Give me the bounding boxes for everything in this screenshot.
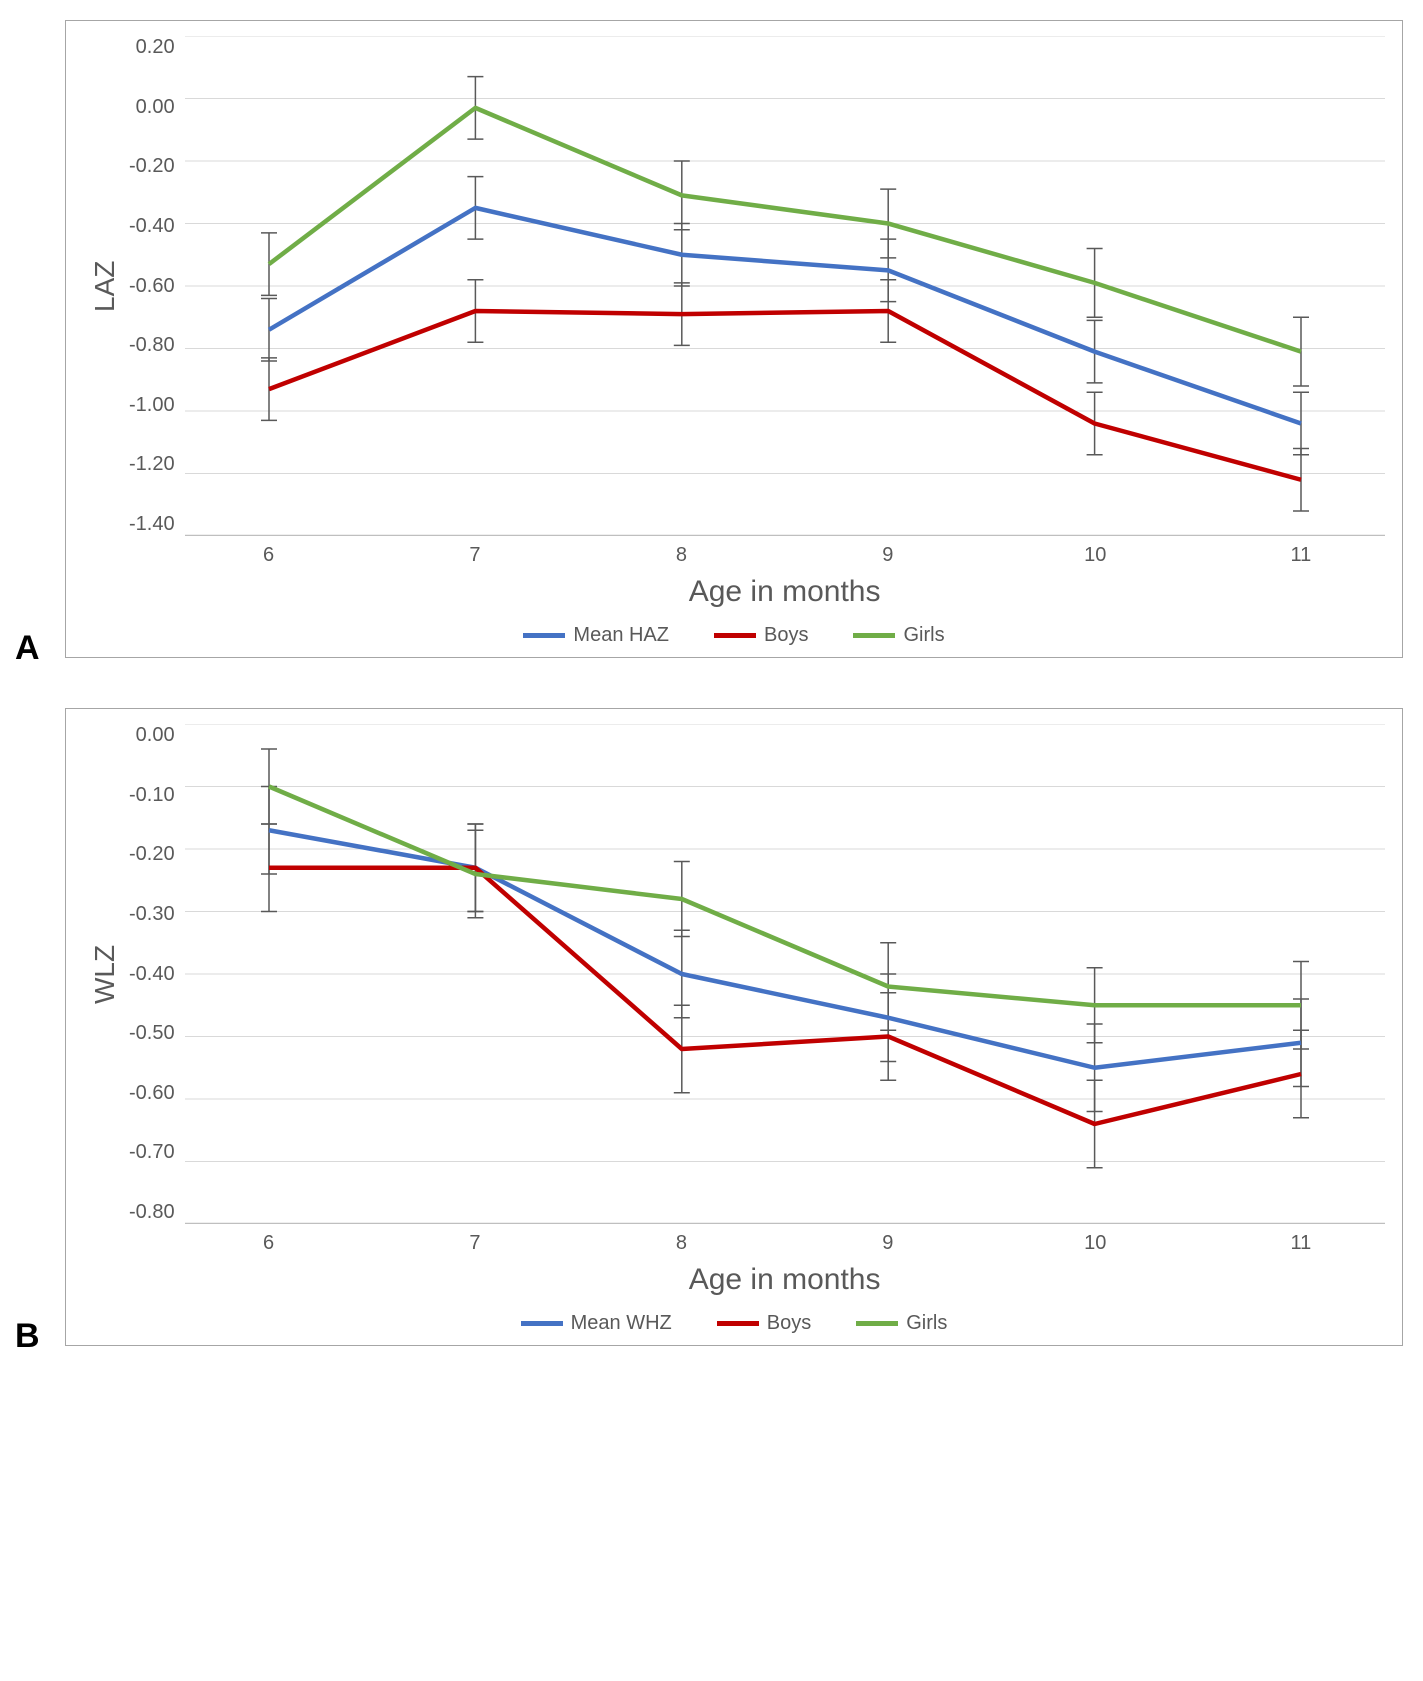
legend-swatch — [714, 633, 756, 638]
legend: Mean HAZ Boys Girls — [81, 624, 1387, 647]
x-tick-label: 6 — [259, 544, 279, 567]
y-tick-label: -0.40 — [129, 963, 175, 986]
x-tick-label: 8 — [671, 1232, 691, 1255]
y-tick-label: -0.20 — [129, 155, 175, 178]
legend-swatch — [717, 1321, 759, 1326]
legend-item: Girls — [853, 624, 944, 647]
legend-swatch — [856, 1321, 898, 1326]
legend-item: Girls — [856, 1312, 947, 1335]
x-axis-label: Age in months — [185, 1263, 1385, 1297]
legend-item: Boys — [717, 1312, 811, 1335]
x-tick-label: 7 — [465, 1232, 485, 1255]
y-tick-label: -0.80 — [129, 1201, 175, 1224]
legend-label: Girls — [903, 624, 944, 647]
y-tick-label: -0.50 — [129, 1022, 175, 1045]
x-axis-ticks: 6 7 8 9 10 11 — [185, 1224, 1385, 1255]
x-tick-label: 6 — [259, 1232, 279, 1255]
legend-swatch — [521, 1321, 563, 1326]
y-tick-label: -1.40 — [129, 513, 175, 536]
y-axis-ticks: 0.00 -0.10 -0.20 -0.30 -0.40 -0.50 -0.60 -0.70 -… — [129, 724, 185, 1224]
x-tick-label: 8 — [671, 544, 691, 567]
y-tick-label: -0.30 — [129, 903, 175, 926]
panel-label: A — [15, 629, 40, 668]
x-tick-label: 11 — [1291, 1232, 1311, 1255]
series-line — [269, 787, 1301, 1006]
legend-label: Boys — [764, 624, 808, 647]
legend-swatch — [523, 633, 565, 638]
x-tick-label: 9 — [878, 1232, 898, 1255]
y-tick-label: -0.60 — [129, 275, 175, 298]
x-tick-label: 10 — [1084, 1232, 1104, 1255]
legend: Mean WHZ Boys Girls — [81, 1312, 1387, 1335]
legend-item: Mean HAZ — [523, 624, 669, 647]
legend-label: Mean WHZ — [571, 1312, 672, 1335]
plot-area — [185, 36, 1385, 536]
chart-box: LAZ 0.20 0.00 -0.20 -0.40 -0.60 -0.80 -1.00 -1.… — [65, 20, 1403, 658]
figure: A LAZ 0.200.00-0.20-0.40-0.60-0.80-1.00-… — [20, 20, 1403, 1346]
y-tick-label: -0.10 — [129, 784, 175, 807]
legend-label: Girls — [906, 1312, 947, 1335]
panel-B: B WLZ 0.00-0.10-0.20-0.30-0.40-0.50-0.60… — [20, 708, 1403, 1346]
series-line — [269, 311, 1301, 480]
y-axis-label: WLZ — [81, 724, 129, 1224]
legend-label: Boys — [767, 1312, 811, 1335]
x-axis-ticks: 6 7 8 9 10 11 — [185, 536, 1385, 567]
y-tick-label: -1.20 — [129, 453, 175, 476]
chart-box: WLZ 0.00 -0.10 -0.20 -0.30 -0.40 -0.50 -0.60 -0… — [65, 708, 1403, 1346]
panel-label: B — [15, 1317, 40, 1356]
legend-item: Mean WHZ — [521, 1312, 672, 1335]
y-tick-label: -0.20 — [129, 843, 175, 866]
y-tick-label: -1.00 — [129, 394, 175, 417]
y-tick-label: -0.60 — [129, 1082, 175, 1105]
x-axis-label: Age in months — [185, 575, 1385, 609]
y-axis-ticks: 0.20 0.00 -0.20 -0.40 -0.60 -0.80 -1.00 -1.20 -1… — [129, 36, 185, 536]
y-tick-label: 0.00 — [136, 724, 175, 747]
x-tick-label: 11 — [1291, 544, 1311, 567]
series-line — [269, 108, 1301, 352]
y-tick-label: -0.80 — [129, 334, 175, 357]
y-tick-label: -0.40 — [129, 215, 175, 238]
series-line — [269, 208, 1301, 424]
legend-label: Mean HAZ — [573, 624, 669, 647]
plot-area — [185, 724, 1385, 1224]
y-tick-label: -0.70 — [129, 1141, 175, 1164]
y-tick-label: 0.00 — [136, 96, 175, 119]
x-tick-label: 10 — [1084, 544, 1104, 567]
x-tick-label: 9 — [878, 544, 898, 567]
y-tick-label: 0.20 — [136, 36, 175, 59]
panel-A: A LAZ 0.200.00-0.20-0.40-0.60-0.80-1.00-… — [20, 20, 1403, 658]
legend-item: Boys — [714, 624, 808, 647]
y-axis-label: LAZ — [81, 36, 129, 536]
legend-swatch — [853, 633, 895, 638]
x-tick-label: 7 — [465, 544, 485, 567]
